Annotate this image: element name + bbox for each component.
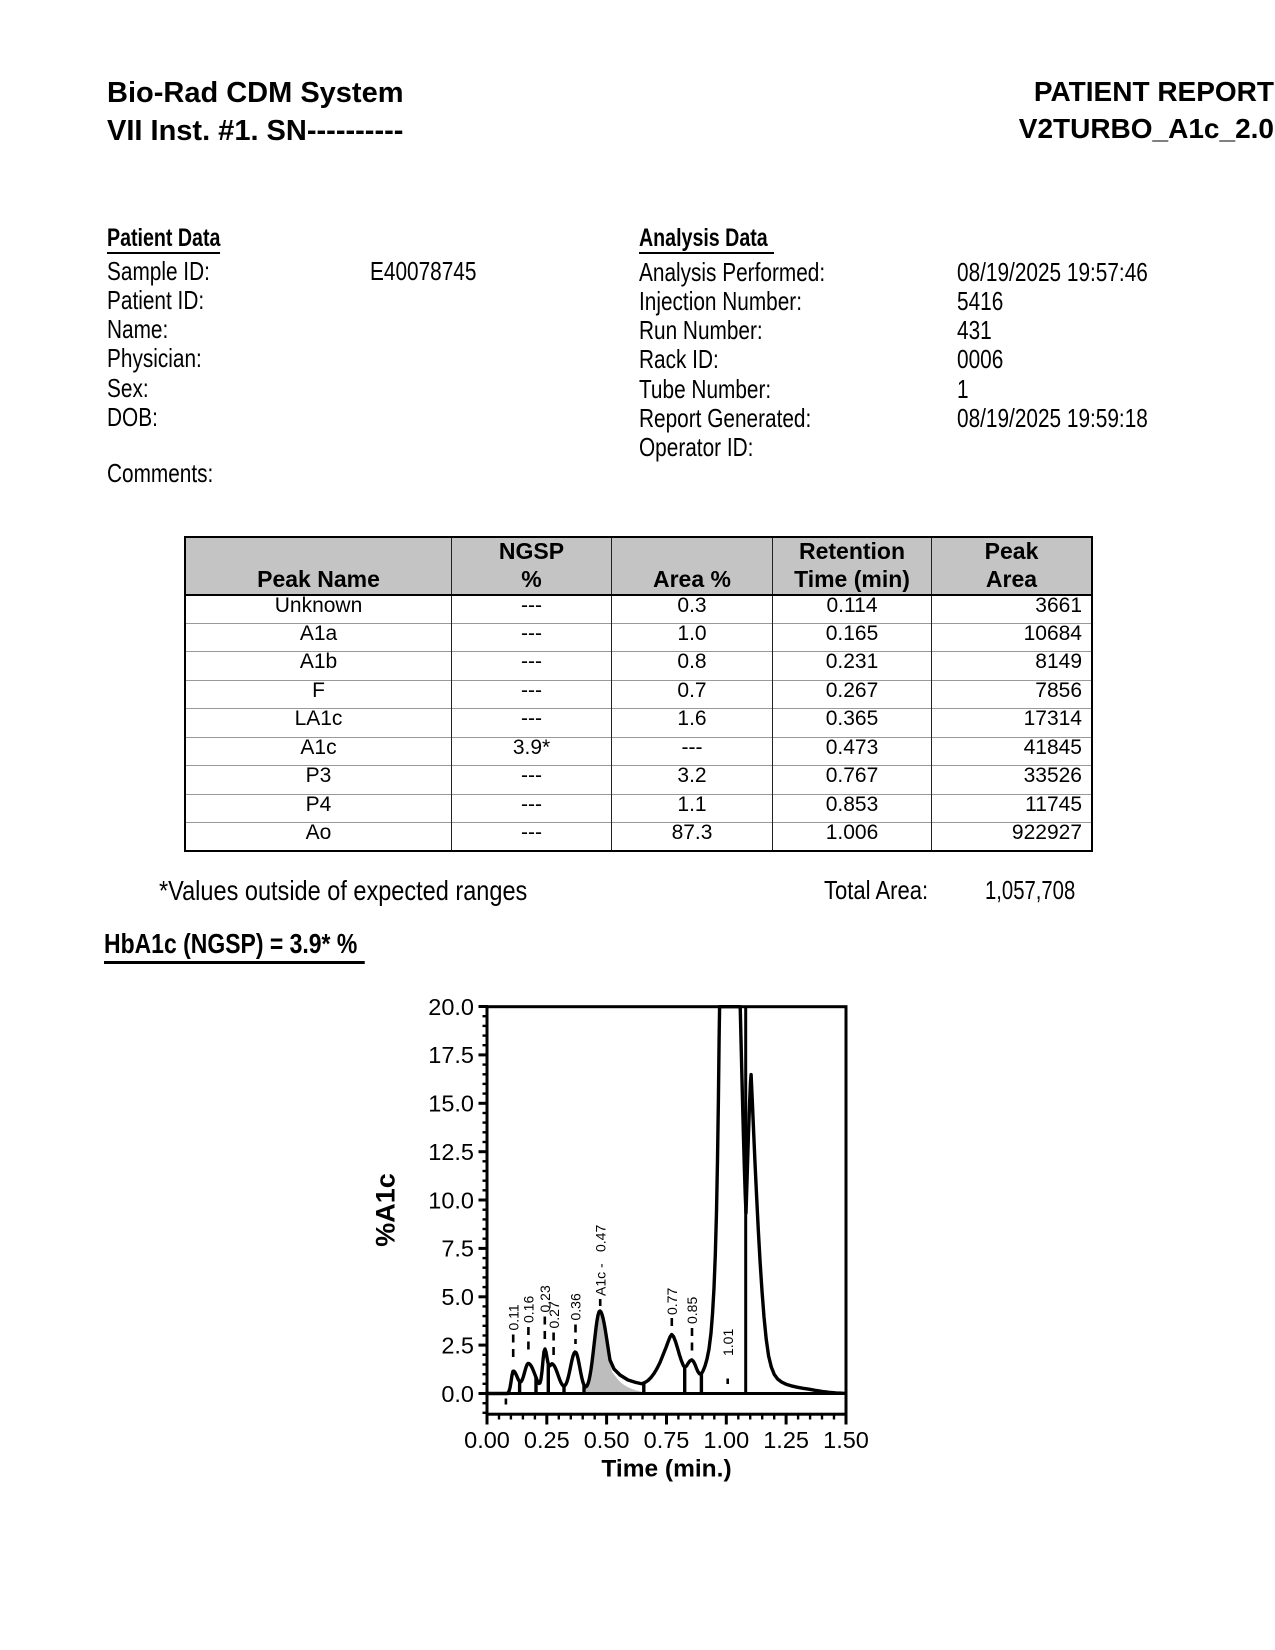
svg-text:1.01: 1.01	[720, 1329, 736, 1356]
svg-text:15.0: 15.0	[428, 1091, 474, 1117]
svg-text:17.5: 17.5	[428, 1042, 474, 1068]
svg-text:Time (min.): Time (min.)	[601, 1456, 731, 1483]
svg-text:%A1c: %A1c	[371, 1173, 401, 1247]
svg-text:0.36: 0.36	[568, 1293, 584, 1320]
svg-text:1.00: 1.00	[703, 1427, 749, 1453]
svg-text:1.50: 1.50	[823, 1427, 869, 1453]
svg-text:0.75: 0.75	[644, 1427, 690, 1453]
svg-text:0.27: 0.27	[546, 1301, 562, 1328]
svg-text:0.47: 0.47	[592, 1225, 608, 1252]
svg-text:2.5: 2.5	[441, 1332, 474, 1358]
svg-text:0.00: 0.00	[464, 1427, 510, 1453]
svg-text:0.25: 0.25	[524, 1427, 570, 1453]
svg-text:0.77: 0.77	[664, 1288, 680, 1315]
svg-text:0.11: 0.11	[505, 1304, 521, 1330]
svg-text:0.85: 0.85	[684, 1297, 700, 1324]
svg-text:0.16: 0.16	[521, 1296, 537, 1323]
svg-text:0.0: 0.0	[441, 1381, 474, 1407]
svg-text:1.25: 1.25	[763, 1427, 809, 1453]
svg-text:0.23: 0.23	[537, 1285, 553, 1312]
svg-text:7.5: 7.5	[441, 1236, 474, 1262]
svg-text:A1c -: A1c -	[592, 1263, 608, 1296]
svg-text:5.0: 5.0	[441, 1284, 474, 1310]
svg-text:12.5: 12.5	[428, 1139, 474, 1165]
svg-text:10.0: 10.0	[428, 1187, 474, 1213]
svg-text:0.50: 0.50	[584, 1427, 630, 1453]
svg-text:20.0: 20.0	[428, 994, 474, 1020]
